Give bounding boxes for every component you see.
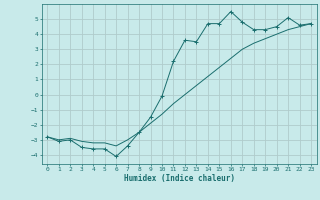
X-axis label: Humidex (Indice chaleur): Humidex (Indice chaleur) bbox=[124, 174, 235, 183]
